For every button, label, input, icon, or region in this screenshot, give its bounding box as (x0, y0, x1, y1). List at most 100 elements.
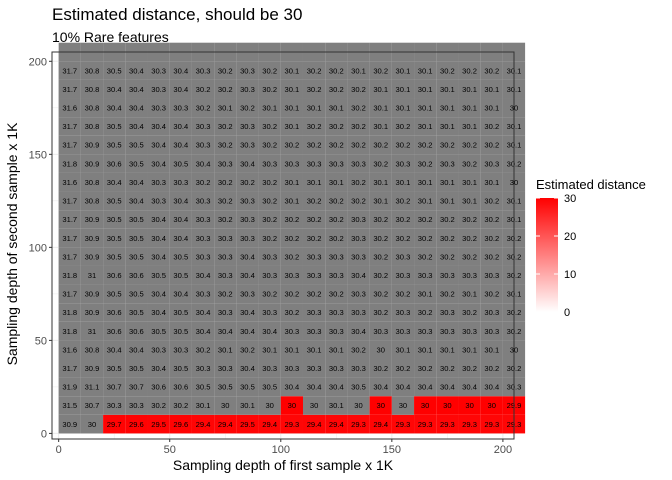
heatmap-cell (169, 191, 192, 211)
heatmap-cell (147, 340, 170, 359)
cell-value-label: 30.6 (107, 327, 122, 336)
cell-value-label: 30.6 (129, 327, 144, 336)
cell-value-label: 30.1 (218, 345, 233, 354)
cell-value-label: 30.4 (107, 104, 122, 113)
cell-value-label: 30.1 (396, 104, 411, 113)
cell-value-label: 31 (88, 327, 96, 336)
cell-value-label: 30.3 (329, 159, 344, 168)
heatmap-cell (236, 340, 259, 359)
cell-value-label: 30.1 (462, 345, 477, 354)
heatmap-cell (80, 247, 104, 266)
cell-value-label: 30.3 (196, 252, 211, 261)
heatmap-cell (191, 414, 215, 434)
cell-value-label: 30.3 (329, 271, 344, 280)
cell-value-label: 30.1 (307, 104, 322, 113)
heatmap-cell (480, 135, 503, 155)
cell-value-label: 30.6 (107, 271, 122, 280)
cell-value-label: 30.4 (129, 197, 144, 206)
cell-value-label: 30.9 (85, 141, 100, 150)
cell-value-label: 30.3 (351, 364, 366, 373)
heatmap-cell (480, 61, 503, 80)
cell-value-label: 29.3 (284, 420, 299, 429)
heatmap-cell (391, 358, 415, 378)
cell-value-label: 30.8 (85, 178, 100, 187)
cell-value-label: 30.3 (218, 364, 233, 373)
cell-value-label: 29.5 (151, 420, 166, 429)
heatmap-cell (103, 191, 126, 211)
cell-value-label: 30.2 (307, 234, 322, 243)
heatmap-cell (436, 117, 459, 136)
heatmap-cell (325, 228, 348, 248)
cell-value-label: 30.2 (484, 252, 499, 261)
cell-value-label: 30.2 (262, 234, 277, 243)
heatmap-cell (80, 210, 104, 229)
cell-value-label: 30.2 (351, 178, 366, 187)
heatmap-cell (214, 79, 237, 99)
heatmap-cell (391, 377, 415, 397)
cell-value-label: 29.4 (307, 420, 322, 429)
cell-value-label: 30.2 (218, 178, 233, 187)
heatmap-cell (325, 340, 348, 359)
cell-value-label: 30.5 (173, 271, 188, 280)
cell-value-label: 30.5 (129, 234, 144, 243)
cell-value-label: 30.3 (396, 308, 411, 317)
heatmap-cell (480, 377, 503, 397)
cell-value-label: 30.4 (218, 327, 233, 336)
cell-value-label: 30.2 (284, 252, 299, 261)
cell-value-label: 30.2 (396, 290, 411, 299)
cell-value-label: 30.3 (373, 327, 388, 336)
x-axis: 0 50 100 150 200 (56, 439, 512, 456)
heatmap-cell (258, 265, 281, 285)
heatmap-cell (80, 79, 104, 99)
cell-value-label: 30.4 (129, 66, 144, 75)
cell-value-label: 30.2 (329, 122, 344, 131)
cell-value-label: 31.8 (62, 327, 77, 336)
cell-value-label: 30.4 (240, 252, 255, 261)
heatmap-cell (280, 396, 303, 415)
heatmap-cell (214, 210, 237, 229)
cell-value-label: 30.3 (173, 178, 188, 187)
heatmap-cell (169, 303, 192, 322)
cell-value-label: 30.2 (262, 141, 277, 150)
cell-value-label: 30.2 (462, 66, 477, 75)
heatmap-cell (436, 98, 459, 118)
heatmap-cell (191, 135, 215, 155)
cell-value-label: 30.2 (484, 197, 499, 206)
heatmap-cell (236, 61, 259, 80)
heatmap-cell (80, 117, 104, 136)
cell-value-label: 30.2 (351, 197, 366, 206)
heatmap-cell (80, 377, 104, 397)
cell-value-label: 30.2 (240, 178, 255, 187)
heatmap-cell (369, 284, 392, 304)
cell-value-label: 30.1 (351, 66, 366, 75)
heatmap-cell (58, 377, 81, 397)
cell-value-label: 31.1 (85, 383, 100, 392)
heatmap-cell (125, 284, 148, 304)
cell-value-label: 30.4 (151, 141, 166, 150)
heatmap-cell (458, 377, 481, 397)
heatmap-cell (103, 358, 126, 378)
heatmap-cell (325, 98, 348, 118)
heatmap-cell (103, 321, 126, 341)
chart-subtitle: 10% Rare features (52, 29, 169, 45)
cell-value-label: 30.1 (418, 197, 433, 206)
heatmap-cell (280, 284, 303, 304)
cell-value-label: 29.3 (462, 420, 477, 429)
heatmap-cell (125, 303, 148, 322)
heatmap-cell (436, 321, 459, 341)
cell-value-label: 30.1 (396, 178, 411, 187)
heatmap-cell (58, 117, 81, 136)
heatmap-cell (58, 414, 81, 434)
heatmap-cell (80, 284, 104, 304)
cell-value-label: 30.5 (151, 327, 166, 336)
cell-value-label: 30.2 (196, 178, 211, 187)
cell-value-label: 30.3 (240, 85, 255, 94)
heatmap-cell (414, 321, 437, 341)
cell-value-label: 30.1 (284, 178, 299, 187)
heatmap-cell (147, 172, 170, 192)
cell-value-label: 30.3 (462, 271, 477, 280)
heatmap-cell (80, 358, 104, 378)
heatmap-cell (436, 61, 459, 80)
heatmap-cell (391, 284, 415, 304)
